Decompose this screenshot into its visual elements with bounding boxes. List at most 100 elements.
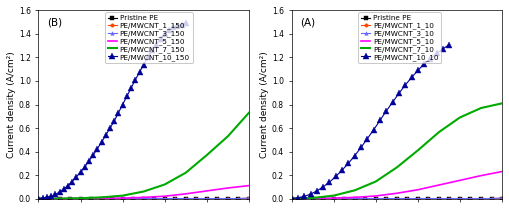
PE/MWCNT_5_150	[204, 190, 210, 192]
PE/MWCNT_1_150	[140, 197, 147, 200]
Pristine PE	[299, 197, 305, 200]
PE/MWCNT_5_10	[352, 196, 358, 199]
PE/MWCNT_10_150	[179, 23, 185, 26]
Pristine PE	[373, 197, 379, 200]
PE/MWCNT_7_10	[457, 116, 463, 119]
PE/MWCNT_5_10	[289, 197, 295, 200]
PE/MWCNT_3_10	[446, 197, 453, 200]
Legend: Pristine PE, PE/MWCNT_1_10, PE/MWCNT_3_10, PE/MWCNT_5_10, PE/MWCNT_7_10, PE/MWCN: Pristine PE, PE/MWCNT_1_10, PE/MWCNT_3_1…	[358, 12, 441, 64]
PE/MWCNT_7_10	[331, 194, 337, 197]
PE/MWCNT_10_10	[320, 185, 326, 188]
Pristine PE	[352, 197, 358, 200]
PE/MWCNT_7_150	[56, 197, 63, 200]
Pristine PE	[130, 197, 136, 200]
PE/MWCNT_3_10	[373, 197, 379, 200]
PE/MWCNT_5_10	[457, 179, 463, 182]
PE/MWCNT_3_150	[77, 197, 83, 200]
PE/MWCNT_10_10	[364, 137, 371, 140]
PE/MWCNT_10_10	[346, 162, 352, 165]
PE/MWCNT_7_150	[99, 196, 105, 199]
Pristine PE	[46, 197, 52, 200]
PE/MWCNT_3_150	[67, 197, 73, 200]
PE/MWCNT_1_150	[225, 197, 231, 200]
Pristine PE	[193, 197, 200, 200]
PE/MWCNT_7_150	[204, 154, 210, 156]
PE/MWCNT_7_10	[352, 189, 358, 192]
PE/MWCNT_10_150	[157, 37, 163, 40]
PE/MWCNT_5_150	[56, 197, 63, 200]
PE/MWCNT_10_10	[377, 119, 383, 122]
PE/MWCNT_10_150	[111, 120, 117, 122]
PE/MWCNT_1_10	[331, 197, 337, 200]
Text: (A): (A)	[300, 18, 315, 28]
PE/MWCNT_10_150	[132, 78, 138, 81]
PE/MWCNT_3_150	[99, 197, 105, 200]
PE/MWCNT_10_150	[120, 103, 126, 106]
PE/MWCNT_7_10	[309, 197, 316, 199]
Y-axis label: Current density (A/cm²): Current density (A/cm²)	[260, 51, 269, 158]
PE/MWCNT_7_150	[225, 135, 231, 138]
PE/MWCNT_5_150	[183, 193, 189, 195]
PE/MWCNT_5_150	[225, 187, 231, 189]
PE/MWCNT_1_150	[172, 197, 178, 200]
PE/MWCNT_5_150	[36, 197, 42, 200]
PE/MWCNT_10_150	[183, 22, 189, 25]
Line: PE/MWCNT_1_150: PE/MWCNT_1_150	[37, 197, 250, 200]
PE/MWCNT_1_150	[214, 197, 220, 200]
PE/MWCNT_1_10	[467, 197, 473, 200]
PE/MWCNT_3_10	[415, 197, 421, 200]
PE/MWCNT_10_10	[396, 92, 402, 95]
Pristine PE	[56, 197, 63, 200]
Pristine PE	[162, 197, 168, 200]
PE/MWCNT_3_10	[489, 197, 495, 200]
PE/MWCNT_10_150	[103, 134, 109, 136]
PE/MWCNT_1_150	[67, 197, 73, 200]
Pristine PE	[109, 197, 115, 200]
Pristine PE	[362, 197, 369, 200]
PE/MWCNT_1_150	[235, 197, 241, 200]
PE/MWCNT_10_10	[333, 175, 339, 178]
PE/MWCNT_3_150	[183, 197, 189, 200]
PE/MWCNT_3_150	[172, 197, 178, 200]
PE/MWCNT_10_10	[446, 43, 453, 46]
PE/MWCNT_3_150	[88, 197, 94, 200]
Line: PE/MWCNT_10_150: PE/MWCNT_10_150	[36, 21, 189, 201]
Line: PE/MWCNT_5_150: PE/MWCNT_5_150	[39, 186, 249, 199]
PE/MWCNT_3_150	[130, 197, 136, 200]
Pristine PE	[99, 197, 105, 200]
PE/MWCNT_1_10	[373, 197, 379, 200]
PE/MWCNT_1_150	[120, 197, 126, 200]
PE/MWCNT_1_10	[309, 197, 316, 200]
PE/MWCNT_1_10	[499, 197, 505, 200]
Pristine PE	[151, 197, 157, 200]
PE/MWCNT_3_150	[225, 197, 231, 200]
PE/MWCNT_1_150	[151, 197, 157, 200]
Pristine PE	[67, 197, 73, 200]
Line: PE/MWCNT_7_150: PE/MWCNT_7_150	[39, 113, 249, 199]
PE/MWCNT_5_150	[140, 196, 147, 199]
Pristine PE	[426, 197, 432, 200]
PE/MWCNT_7_150	[36, 197, 42, 200]
PE/MWCNT_10_10	[434, 52, 440, 55]
PE/MWCNT_3_10	[467, 197, 473, 200]
Pristine PE	[204, 197, 210, 200]
PE/MWCNT_10_10	[307, 193, 314, 195]
PE/MWCNT_10_10	[389, 101, 395, 103]
Y-axis label: Current density (A/cm²): Current density (A/cm²)	[7, 51, 16, 158]
PE/MWCNT_1_150	[36, 197, 42, 200]
PE/MWCNT_1_10	[404, 197, 410, 200]
PE/MWCNT_1_10	[426, 197, 432, 200]
Pristine PE	[246, 197, 252, 200]
Pristine PE	[478, 197, 484, 200]
Legend: Pristine PE, PE/MWCNT_1_150, PE/MWCNT_3_150, PE/MWCNT_5_150, PE/MWCNT_7_150, PE/: Pristine PE, PE/MWCNT_1_150, PE/MWCNT_3_…	[105, 12, 193, 64]
Pristine PE	[120, 197, 126, 200]
Line: PE/MWCNT_3_150: PE/MWCNT_3_150	[37, 196, 250, 200]
PE/MWCNT_10_150	[99, 141, 105, 143]
PE/MWCNT_3_150	[162, 197, 168, 200]
PE/MWCNT_7_150	[140, 190, 147, 193]
PE/MWCNT_10_150	[82, 166, 88, 168]
PE/MWCNT_10_10	[428, 57, 434, 60]
Pristine PE	[383, 197, 389, 200]
PE/MWCNT_10_10	[339, 169, 345, 171]
PE/MWCNT_10_150	[61, 188, 67, 190]
